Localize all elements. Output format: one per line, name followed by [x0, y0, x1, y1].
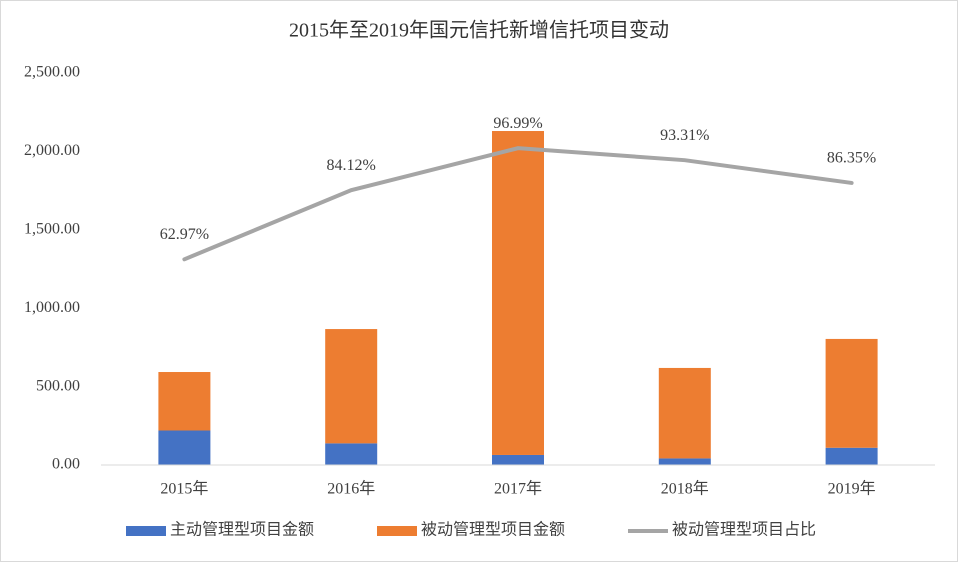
- data-label: 86.35%: [827, 150, 876, 167]
- legend-swatch: [126, 526, 166, 536]
- x-tick-label: 2018年: [661, 480, 709, 498]
- y-tick-label: 0.00: [52, 456, 80, 473]
- bar: [492, 131, 544, 455]
- y-tick-label: 500.00: [36, 377, 80, 394]
- x-tick-label: 2019年: [828, 480, 876, 498]
- x-tick-label: 2016年: [327, 480, 375, 498]
- data-label: 96.99%: [493, 115, 542, 132]
- bar: [158, 372, 211, 431]
- y-tick-label: 1,000.00: [24, 299, 80, 316]
- x-tick-label: 2017年: [494, 480, 542, 498]
- bar: [325, 443, 378, 465]
- bar: [492, 454, 544, 465]
- y-tick-label: 1,500.00: [24, 220, 80, 237]
- bar: [158, 430, 211, 465]
- legend-swatch: [377, 526, 417, 536]
- data-label: 93.31%: [660, 127, 709, 144]
- legend-label: 主动管理型项目金额: [170, 521, 314, 539]
- line: [182, 146, 854, 262]
- bar: [325, 329, 378, 444]
- bar: [825, 338, 878, 448]
- y-tick-label: 2,000.00: [24, 142, 80, 159]
- bar: [825, 447, 878, 465]
- data-label: 84.12%: [327, 157, 376, 174]
- legend-label: 被动管理型项目金额: [421, 521, 565, 539]
- chart-title: 2015年至2019年国元信托新增信托项目变动: [289, 19, 669, 42]
- data-label: 62.97%: [160, 226, 209, 243]
- bar: [658, 367, 711, 459]
- bar: [658, 458, 711, 465]
- y-tick-label: 2,500.00: [24, 64, 80, 81]
- x-tick-label: 2015年: [160, 480, 208, 498]
- legend-label: 被动管理型项目占比: [672, 521, 816, 539]
